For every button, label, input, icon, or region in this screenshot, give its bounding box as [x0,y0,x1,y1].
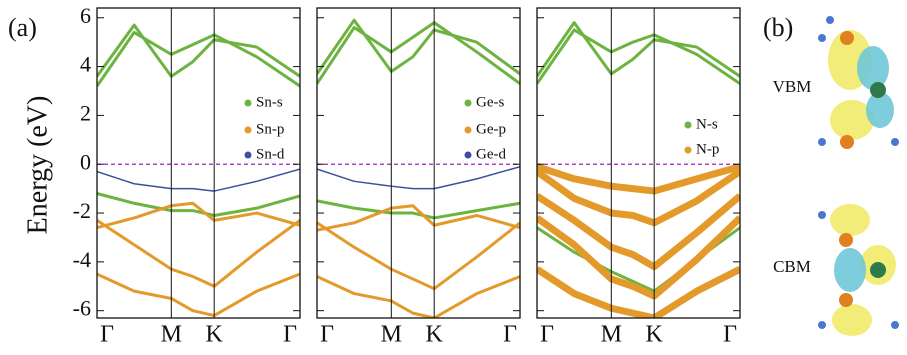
legend-marker [465,127,472,134]
legend-marker [245,152,252,159]
band-line [317,20,520,74]
x-tick-label: Γ [283,322,297,348]
y-axis-label: Energy (eV) [22,96,53,235]
y-tick-label: 4 [80,52,91,77]
orbital-label: VBM [773,77,812,96]
x-tick-label: Γ [100,322,114,348]
band-line [97,203,300,227]
x-tick-label: Γ [503,322,517,348]
legend-label: Sn-s [256,94,283,110]
band-line [317,223,520,289]
plot-frame [317,8,520,318]
x-tick-label: Γ [723,322,737,348]
x-tick-label: Γ [540,322,554,348]
figure: (a) (b) Energy (eV) VBM CBM ΓMKΓ-6-4-202… [0,0,907,350]
plot-area [537,23,740,318]
panel-label: (a) [8,13,37,42]
legend-label: Ge-d [476,146,506,162]
band-line [537,23,740,77]
legend-label: Sn-p [256,121,284,137]
y-tick-label: -4 [73,247,91,272]
legend-label: Ge-s [476,94,504,110]
band-line [97,32,300,86]
plot-area [317,20,520,318]
panel-label: (b) [763,13,793,42]
band-line [97,194,300,216]
x-tick-label: M [161,322,182,348]
y-tick-label: 2 [80,100,91,125]
x-tick-label: K [206,322,224,348]
orbital-label: CBM [773,257,811,276]
band-line [97,25,300,76]
legend-label: N-s [696,116,718,132]
band-line [97,220,300,286]
legend-label: Sn-d [256,146,285,162]
x-tick-label: Γ [320,322,334,348]
y-tick-label: -6 [73,296,91,321]
legend-marker [685,147,692,154]
x-tick-label: K [426,322,444,348]
y-tick-label: 6 [80,3,91,28]
orbital-drawing [818,16,899,336]
x-tick-label: K [646,322,664,348]
band-line [537,196,740,267]
y-tick-label: 0 [80,149,91,174]
plot-area [97,25,300,315]
legend-marker [465,100,472,107]
legend-marker [465,152,472,159]
band-line [537,269,740,318]
legend-label: Ge-p [476,121,506,137]
x-tick-label: M [601,322,622,348]
legend-label: N-p [696,141,719,157]
band-line [97,169,300,191]
legend-marker [245,100,252,107]
band-line [537,167,740,191]
legend-marker [685,122,692,129]
band-line [317,167,520,189]
x-tick-label: M [381,322,402,348]
y-tick-label: -2 [73,198,91,223]
legend-marker [245,127,252,134]
